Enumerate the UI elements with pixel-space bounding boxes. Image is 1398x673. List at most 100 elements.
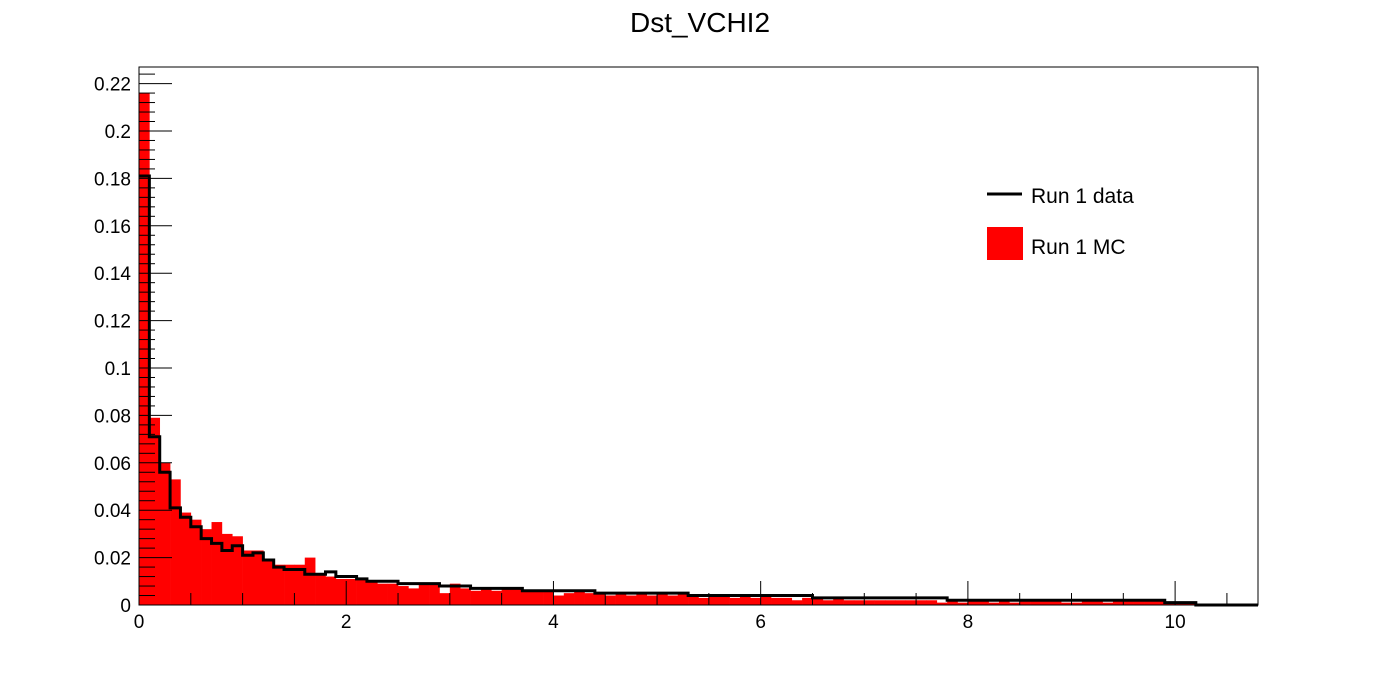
mc-bar xyxy=(926,600,938,605)
mc-bar xyxy=(356,578,368,605)
mc-bar xyxy=(335,578,347,605)
mc-bar xyxy=(1050,600,1062,605)
mc-bar xyxy=(1144,600,1155,605)
mc-bar xyxy=(947,600,958,605)
mc-bar xyxy=(553,595,565,605)
mc-bar xyxy=(418,583,430,605)
mc-bar xyxy=(346,578,357,605)
mc-bar xyxy=(366,581,378,605)
mc-bar xyxy=(1030,600,1041,605)
chart-title: Dst_VCHI2 xyxy=(630,7,770,38)
mc-bar xyxy=(657,593,668,605)
y-tick-label: 0.18 xyxy=(94,169,131,190)
legend: Run 1 data Run 1 MC xyxy=(987,185,1134,260)
y-tick-label: 0.08 xyxy=(94,406,131,427)
mc-bars xyxy=(139,93,1197,605)
mc-bar xyxy=(563,593,575,605)
mc-bar xyxy=(387,583,399,605)
mc-bar xyxy=(325,576,337,605)
mc-bar xyxy=(864,600,875,605)
mc-bar xyxy=(532,590,544,605)
mc-bar xyxy=(429,583,440,605)
mc-bar xyxy=(190,519,202,605)
mc-bar xyxy=(1081,600,1093,605)
mc-bar xyxy=(967,600,979,605)
mc-bar xyxy=(221,533,233,605)
mc-bar xyxy=(522,590,534,605)
mc-bar xyxy=(512,588,523,605)
mc-bar xyxy=(625,595,637,605)
y-tick-label: 0.12 xyxy=(94,312,131,333)
y-tick-label: 0.04 xyxy=(94,501,131,522)
mc-bar xyxy=(708,595,720,605)
mc-bar xyxy=(978,600,989,605)
mc-bar xyxy=(781,597,793,605)
mc-bar xyxy=(284,564,295,605)
y-axis: 0 0.02 0.04 0.06 0.08 0.1 0.12 0.14 0.16 0.18 0.2 0… xyxy=(94,73,172,617)
mc-bar xyxy=(159,462,171,605)
y-tick-label: 0.06 xyxy=(94,454,131,475)
x-tick-label: 6 xyxy=(755,612,766,633)
mc-bar xyxy=(574,590,585,605)
y-tick-label: 0.1 xyxy=(105,359,131,380)
mc-bar xyxy=(636,593,647,605)
mc-bar xyxy=(180,512,192,605)
mc-bar xyxy=(688,595,699,605)
mc-bar xyxy=(501,588,513,605)
mc-bar xyxy=(480,588,492,605)
mc-bar xyxy=(936,602,948,605)
x-tick-label: 10 xyxy=(1165,612,1186,633)
mc-bar xyxy=(988,602,1000,605)
mc-bar xyxy=(263,559,274,605)
mc-bar xyxy=(543,590,554,605)
legend-label-data: Run 1 data xyxy=(1031,185,1134,208)
mc-bar xyxy=(1154,600,1166,605)
mc-bar xyxy=(211,522,223,605)
mc-bar xyxy=(791,600,803,605)
mc-bar xyxy=(1123,600,1134,605)
mc-bar xyxy=(667,595,679,605)
mc-bar xyxy=(853,600,865,605)
y-tick-label: 0.2 xyxy=(105,122,131,143)
x-tick-label: 4 xyxy=(548,612,559,633)
y-tick-label: 0.02 xyxy=(94,549,131,570)
mc-bar xyxy=(398,586,409,605)
mc-bar xyxy=(460,588,471,605)
mc-bar xyxy=(719,595,730,605)
mc-bar xyxy=(594,593,606,605)
mc-bar xyxy=(677,593,689,605)
mc-bar xyxy=(1019,600,1031,605)
mc-bar xyxy=(1092,600,1103,605)
mc-bar xyxy=(802,597,813,605)
mc-bar xyxy=(998,600,1010,605)
mc-bar xyxy=(315,574,326,605)
mc-bar xyxy=(833,597,844,605)
mc-bar xyxy=(885,600,896,605)
y-tick-label: 0.14 xyxy=(94,264,131,285)
mc-bar xyxy=(1112,600,1124,605)
mc-bar xyxy=(1061,602,1072,605)
y-tick-label: 0.16 xyxy=(94,217,131,238)
plot-frame xyxy=(138,66,1259,606)
mc-bar xyxy=(232,536,243,605)
x-tick-label: 2 xyxy=(341,612,352,633)
y-tick-label: 0.22 xyxy=(94,75,131,96)
mc-bar xyxy=(1102,602,1114,605)
mc-bar xyxy=(491,590,502,605)
mc-bar xyxy=(1071,602,1083,605)
mc-bar xyxy=(605,595,616,605)
mc-bar xyxy=(739,595,751,605)
y-tick-label: 0 xyxy=(120,596,131,617)
mc-bar xyxy=(584,593,596,605)
mc-bar xyxy=(377,583,388,605)
mc-bar xyxy=(615,593,627,605)
legend-mc-swatch xyxy=(987,227,1023,260)
x-tick-label: 0 xyxy=(134,612,145,633)
mc-bar xyxy=(843,600,855,605)
mc-bar xyxy=(1133,600,1145,605)
mc-bar xyxy=(304,557,316,605)
mc-bar xyxy=(1009,602,1020,605)
mc-bar xyxy=(439,593,451,605)
legend-label-mc: Run 1 MC xyxy=(1031,236,1126,259)
